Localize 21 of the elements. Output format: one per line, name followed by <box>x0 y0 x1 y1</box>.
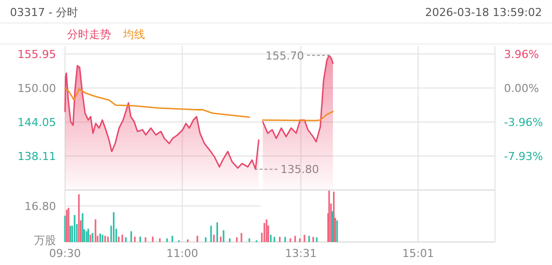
text: 3.96% <box>504 48 539 61</box>
y-tick-label: 150.00 <box>18 82 56 96</box>
text: 分时走势 <box>67 28 111 41</box>
y-tick-label: 16.80 <box>24 200 56 214</box>
x-tick-label: 11:00 <box>166 247 198 260</box>
y-axis-title: 万股 <box>34 234 56 247</box>
annotation: 135.80 <box>280 163 320 176</box>
line-series <box>64 88 250 118</box>
x-tick-label: 13:31 <box>285 247 317 260</box>
x-tick-label: 09:30 <box>49 247 81 260</box>
text: 0.00% <box>504 82 539 95</box>
annotation: 155.70 <box>266 49 304 62</box>
text: -3.96% <box>504 116 543 129</box>
y-tick-label: 155.95 <box>18 48 56 61</box>
text: 均线 <box>122 28 145 41</box>
text: 2026-03-18 13:59:02 <box>425 6 542 19</box>
text: -7.93% <box>504 150 543 164</box>
x-tick-label: 15:01 <box>402 247 434 260</box>
y-tick-label: 138.11 <box>18 150 56 163</box>
y-tick-label: 144.05 <box>18 116 56 130</box>
chart-title: 03317 - 分时 <box>10 6 78 19</box>
